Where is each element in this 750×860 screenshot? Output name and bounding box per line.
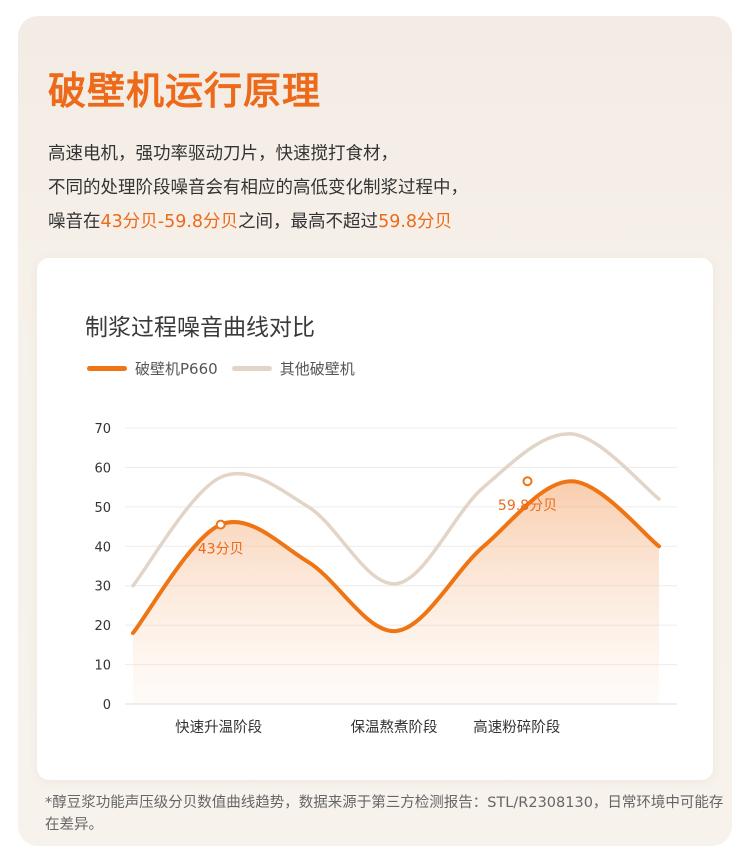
legend-swatch-other (231, 366, 272, 371)
y-tick-label: 60 (94, 461, 111, 476)
series-line-other (131, 432, 661, 588)
intro-line-3-mid: 之间，最高不超过 (238, 212, 379, 232)
legend-swatch-p660 (87, 366, 127, 371)
noise-max-highlight: 59.8分贝 (378, 212, 453, 232)
y-tick-label: 40 (94, 540, 111, 555)
intro-line-1: 高速电机，强功率驱动刀片，快速搅打食材， (48, 144, 398, 164)
y-tick-label: 10 (94, 659, 111, 674)
annotation-label-2: 59.8分贝 (498, 498, 557, 514)
y-tick-label: 0 (103, 698, 111, 713)
x-tick-label-1: 快速升温阶段 (175, 719, 262, 736)
y-tick-label: 70 (94, 422, 111, 437)
y-tick-label: 50 (94, 501, 111, 516)
annotation-label-1: 43分贝 (198, 542, 244, 558)
legend-item-other: 其他破壁机 (231, 358, 355, 379)
annotation-marker-1 (215, 519, 226, 530)
legend-label-other: 其他破壁机 (279, 360, 355, 378)
x-tick-label-2: 保温熬煮阶段 (351, 719, 438, 736)
x-tick-label-3: 高速粉碎阶段 (473, 719, 560, 736)
legend-label-p660: 破壁机P660 (135, 360, 218, 378)
p660-area-fill (133, 481, 659, 704)
chart-title: 制浆过程噪音曲线对比 (85, 315, 315, 341)
intro-line-3-prefix: 噪音在 (48, 212, 101, 232)
y-tick-label: 30 (94, 580, 111, 595)
noise-chart: 0 10 20 30 40 50 60 70 快速升温阶段 保温熬煮阶段 高速粉碎阶段 43分贝 59.… (94, 422, 677, 736)
legend-item-p660: 破壁机P660 (87, 358, 218, 379)
chart-legend: 破壁机P660 其他破壁机 (87, 358, 369, 379)
intro-line-3: 噪音在43分贝-59.8分贝之间，最高不超过59.8分贝 (48, 205, 688, 239)
y-tick-label: 20 (94, 619, 111, 634)
intro-text: 高速电机，强功率驱动刀片，快速搅打食材， 不同的处理阶段噪音会有相应的高低变化制… (48, 137, 688, 239)
annotation-marker-2 (522, 476, 533, 487)
chart-panel: 制浆过程噪音曲线对比 破壁机P660 其他破壁机 0 10 20 30 40 50 60 70… (37, 258, 713, 780)
page-title: 破壁机运行原理 (48, 69, 322, 113)
noise-range-highlight: 43分贝-59.8分贝 (100, 212, 239, 232)
intro-line-2: 不同的处理阶段噪音会有相应的高低变化制浆过程中， (48, 178, 468, 198)
footnote: *醇豆浆功能声压级分贝数值曲线趋势，数据来源于第三方检测报告：STL/R2308… (45, 795, 724, 833)
